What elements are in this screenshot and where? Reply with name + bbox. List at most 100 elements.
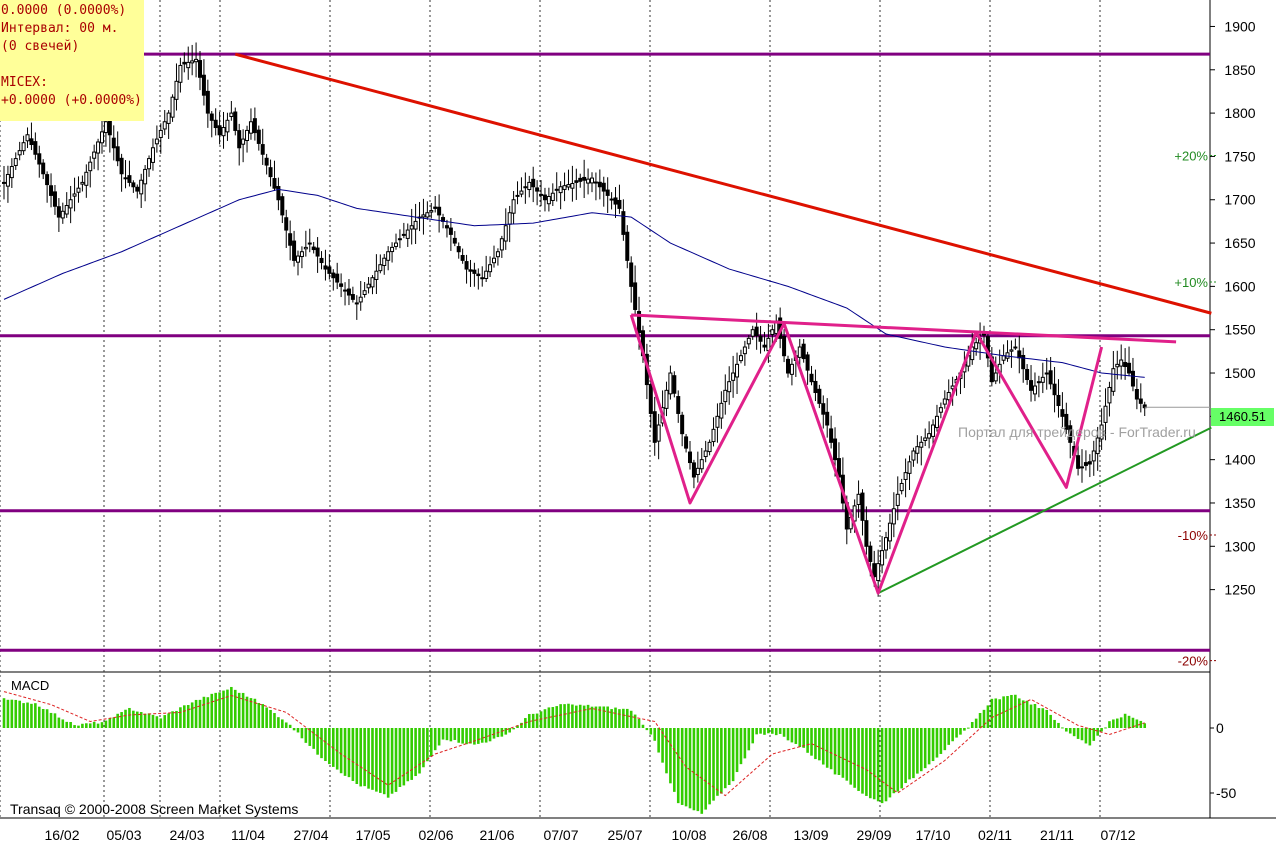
macd-bar — [241, 692, 245, 728]
macd-bar — [602, 706, 606, 728]
candle-body-down — [260, 144, 265, 155]
macd-bar — [802, 728, 805, 748]
candle-body-up — [1032, 385, 1037, 395]
macd-bar — [735, 728, 739, 773]
candle-body-down — [1130, 370, 1135, 387]
macd-bar — [386, 728, 390, 798]
candle-body-up — [931, 424, 936, 437]
macd-bar — [61, 719, 65, 728]
macd-bar — [69, 722, 72, 728]
macd-bar — [277, 717, 280, 728]
candle-body-up — [750, 329, 755, 337]
macd-bar — [45, 709, 49, 728]
macd-bar — [869, 728, 872, 799]
macd-bar — [963, 728, 966, 731]
macd-bar — [171, 711, 174, 728]
macd-bar — [927, 728, 931, 765]
macd-bar — [794, 728, 798, 744]
macd-bar — [328, 728, 331, 765]
macd-bar — [18, 700, 21, 728]
candle-body-up — [143, 168, 148, 185]
macd-bar — [1100, 728, 1103, 732]
percent-label: +20% — [1174, 149, 1208, 164]
macd-bar — [194, 699, 198, 728]
candle-body-down — [786, 358, 790, 374]
macd-bar — [108, 718, 112, 728]
x-tick-label: 13/09 — [793, 827, 828, 843]
candle-body-up — [566, 184, 571, 188]
macd-bar — [586, 704, 590, 728]
candle-body-down — [335, 273, 340, 283]
macd-bar — [335, 728, 339, 770]
macd-bar — [1131, 717, 1135, 728]
macd-bar — [641, 724, 645, 728]
macd-bar — [190, 702, 194, 728]
macd-bar — [861, 728, 864, 794]
candle-body-down — [327, 266, 332, 274]
candle-body-down — [56, 206, 61, 218]
candle-body-down — [582, 176, 587, 181]
candle-body-up — [550, 192, 555, 201]
candle-body-down — [437, 206, 442, 216]
candle-body-up — [880, 550, 885, 566]
macd-bar — [461, 728, 464, 744]
candle-body-down — [633, 282, 638, 310]
candle-body-up — [946, 392, 951, 401]
candle-body-down — [605, 189, 610, 196]
macd-bar — [876, 728, 880, 802]
candle-body-up — [523, 186, 528, 189]
macd-bar — [222, 690, 225, 728]
candle-body-down — [872, 563, 877, 578]
candle-body-down — [754, 326, 759, 336]
macd-bar — [680, 728, 684, 805]
candle-body-down — [123, 177, 128, 180]
candle-body-down — [354, 302, 359, 305]
macd-bar — [1088, 728, 1092, 746]
candle-body-down — [621, 211, 626, 235]
watermark: Портал для трейдеров - ForTrader.ru — [958, 424, 1196, 440]
macd-bar — [865, 728, 868, 796]
macd-bar — [139, 712, 143, 728]
macd-bar — [214, 692, 217, 728]
macd-bar — [53, 713, 57, 728]
candle-body-up — [938, 407, 943, 413]
candle-body-up — [738, 355, 743, 362]
candle-body-up — [1044, 372, 1049, 375]
candle-body-up — [1009, 349, 1014, 352]
candle-body-down — [343, 289, 348, 292]
macd-bar — [986, 705, 990, 728]
candle-body-down — [288, 233, 293, 246]
candle-body-up — [915, 446, 920, 454]
macd-bar — [465, 728, 468, 745]
candle-body-down — [1060, 409, 1065, 417]
macd-bar — [151, 714, 155, 728]
candle-body-up — [703, 450, 708, 458]
macd-bar — [124, 709, 127, 728]
candle-body-down — [41, 162, 46, 175]
x-tick-label: 25/07 — [607, 827, 642, 843]
y-tick-label: 1600 — [1224, 278, 1255, 294]
candle-body-up — [570, 182, 575, 189]
candle-body-up — [84, 171, 89, 186]
candle-body-down — [37, 153, 42, 165]
candle-body-up — [546, 195, 551, 205]
macd-bar — [300, 728, 304, 739]
candle-body-down — [213, 119, 218, 129]
candle-body-down — [272, 178, 277, 189]
candle-body-down — [52, 191, 57, 207]
macd-bar — [614, 707, 617, 728]
candle-body-down — [319, 257, 324, 264]
candle-body-up — [495, 251, 500, 258]
candle-body-down — [1068, 425, 1073, 443]
macd-bar — [1112, 719, 1115, 728]
macd-bar — [774, 728, 778, 736]
macd-bar — [998, 699, 1001, 728]
macd-bar — [935, 728, 939, 758]
candle-body-up — [492, 257, 496, 264]
candle-body-up — [386, 251, 391, 261]
macd-bar — [739, 728, 743, 765]
candle-body-down — [1056, 394, 1061, 407]
macd-bar — [445, 728, 449, 741]
candle-body-up — [72, 193, 77, 197]
macd-bar — [633, 714, 637, 728]
